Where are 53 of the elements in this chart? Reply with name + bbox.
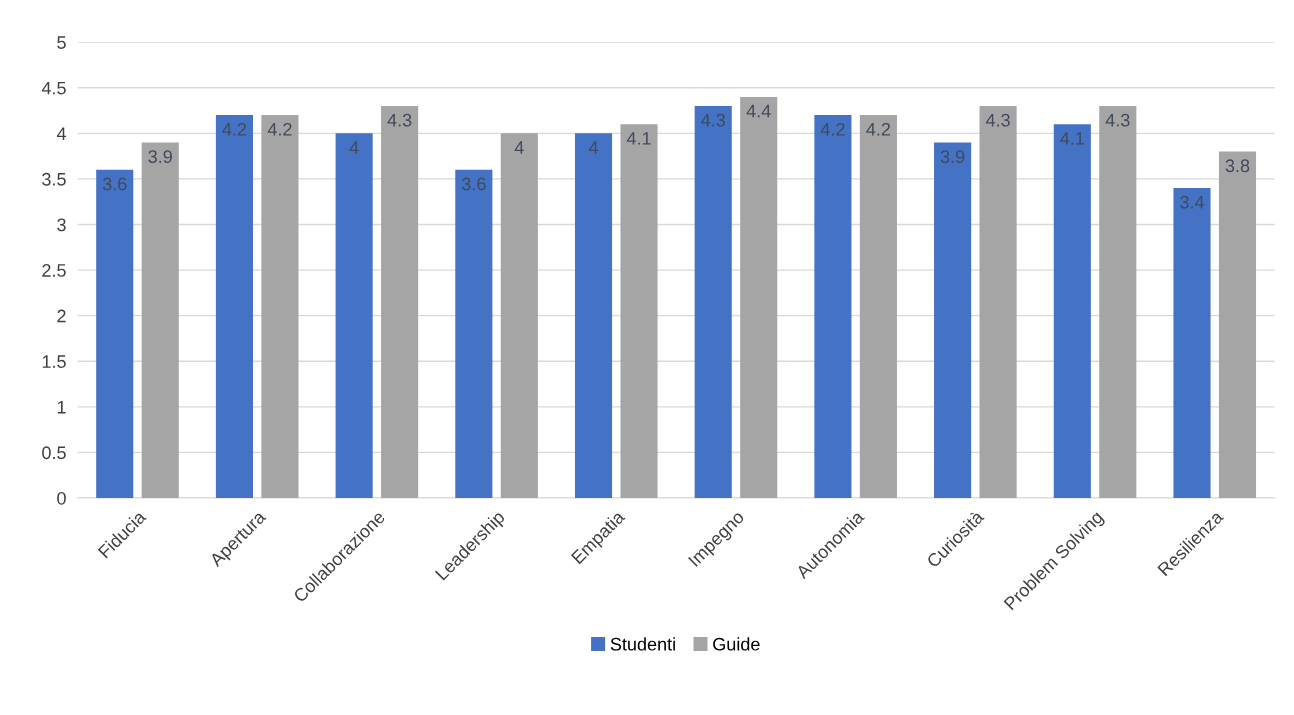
data-label: 3.6 bbox=[461, 177, 486, 191]
data-label: 3.6 bbox=[102, 177, 127, 191]
data-label: 4.4 bbox=[746, 104, 771, 118]
data-label: 4.3 bbox=[387, 113, 412, 127]
data-label: 4.2 bbox=[866, 122, 891, 136]
data-label: 4.2 bbox=[267, 122, 292, 136]
data-label: 3.8 bbox=[1225, 159, 1250, 173]
data-label: 4.2 bbox=[820, 122, 845, 136]
y-tick-label: 4 bbox=[56, 127, 66, 140]
y-tick-label: 3.5 bbox=[42, 172, 66, 186]
bar bbox=[859, 115, 897, 498]
y-tick-label: 1.5 bbox=[42, 355, 66, 368]
bar bbox=[934, 142, 972, 498]
y-tick-label: 0.5 bbox=[42, 446, 66, 460]
bar bbox=[1173, 188, 1211, 498]
y-tick-label: 2.5 bbox=[42, 264, 66, 277]
bar bbox=[141, 142, 179, 498]
bar bbox=[335, 133, 373, 498]
bar bbox=[96, 169, 134, 498]
bar bbox=[694, 106, 732, 498]
data-label: 4.3 bbox=[985, 113, 1010, 127]
y-tick-label: 3 bbox=[57, 218, 66, 232]
data-label: 3.9 bbox=[940, 150, 965, 164]
data-label: 4 bbox=[588, 141, 599, 154]
bar bbox=[574, 133, 613, 498]
y-tick-label: 2 bbox=[57, 309, 66, 323]
data-label: 4.1 bbox=[626, 132, 651, 145]
bar bbox=[1218, 151, 1257, 498]
bar bbox=[814, 115, 852, 498]
data-label: 3.9 bbox=[148, 150, 172, 164]
legend-label: Studenti bbox=[610, 637, 675, 651]
data-label: 3.4 bbox=[1180, 195, 1205, 209]
bar bbox=[455, 169, 493, 498]
bar bbox=[740, 96, 778, 498]
bar bbox=[1053, 124, 1091, 498]
bar bbox=[261, 115, 299, 498]
bar bbox=[1099, 106, 1137, 498]
bar bbox=[620, 124, 658, 498]
y-tick-label: 4.5 bbox=[41, 81, 66, 95]
data-label: 4 bbox=[349, 141, 359, 154]
data-label: 4.1 bbox=[1060, 132, 1084, 145]
data-label: 4.3 bbox=[1105, 113, 1130, 127]
data-label: 4 bbox=[514, 141, 524, 154]
data-label: 4.3 bbox=[701, 113, 725, 127]
bar bbox=[979, 106, 1017, 498]
data-label: 4.2 bbox=[222, 122, 247, 136]
bar bbox=[381, 106, 419, 498]
y-tick-label: 0 bbox=[57, 491, 66, 505]
bar bbox=[500, 133, 538, 498]
bar bbox=[215, 115, 253, 498]
y-tick-label: 5 bbox=[57, 36, 66, 49]
legend-label: Guide bbox=[713, 637, 760, 651]
y-tick-label: 1 bbox=[57, 400, 66, 414]
